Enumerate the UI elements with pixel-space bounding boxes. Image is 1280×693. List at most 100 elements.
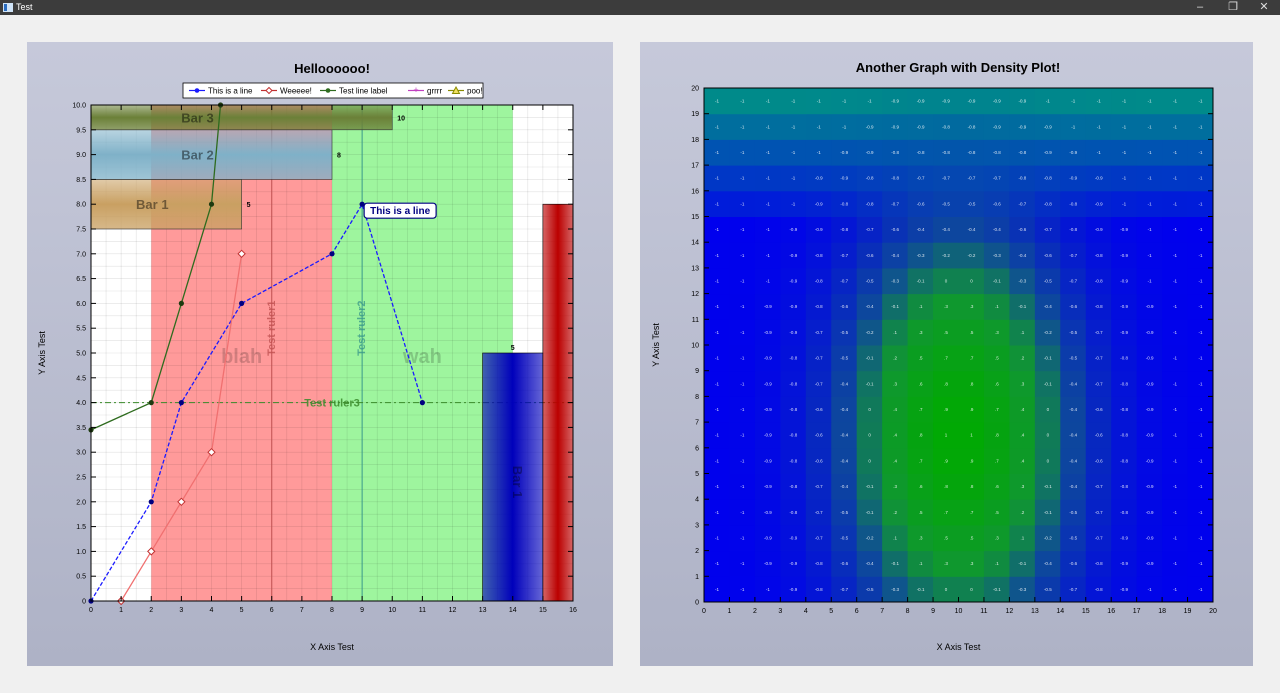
heatmap-cell: [882, 447, 909, 474]
heatmap-cell: [907, 165, 934, 192]
heatmap-cell: [958, 319, 985, 346]
heatmap-cell-value: -0.9: [1044, 150, 1052, 155]
heatmap-cell: [882, 139, 909, 166]
heatmap-cell-value: .9: [944, 407, 948, 412]
heatmap-cell: [704, 499, 730, 526]
heatmap-cell-value: -0.5: [942, 201, 950, 206]
heatmap-cell-value: .1: [1020, 330, 1024, 335]
heatmap-cell-value: -1: [1173, 124, 1177, 129]
heatmap-cell-value: -1: [1173, 458, 1177, 463]
y-tick-label: 6: [695, 445, 699, 452]
heatmap-cell: [856, 267, 883, 295]
heatmap-cell-value: -0.8: [789, 407, 797, 412]
heatmap-cell: [729, 370, 756, 397]
y-tick-label: 10.0: [72, 103, 86, 110]
heatmap-cell-value: -1: [1148, 587, 1152, 592]
horizontal-bar-value: 8: [337, 153, 341, 160]
heatmap-cell-value: 0: [868, 433, 871, 438]
heatmap-cell: [704, 473, 730, 500]
heatmap-cell-value: -0.9: [1120, 227, 1128, 232]
minimize-button[interactable]: –: [1196, 1, 1204, 13]
heatmap-cell-value: -1: [715, 201, 719, 206]
heatmap-cell-value: -1: [1173, 484, 1177, 489]
heatmap-cell: [704, 345, 730, 372]
heatmap-cell: [780, 499, 807, 526]
heatmap-cell: [1060, 447, 1087, 474]
heatmap-cell: [933, 242, 959, 269]
heatmap-cell: [704, 319, 730, 346]
y-tick-label: 18: [691, 137, 699, 144]
heatmap-cell: [704, 216, 730, 243]
heatmap-cell: [780, 319, 807, 346]
heatmap-cell: [780, 473, 807, 500]
x-tick-label: 4: [210, 607, 214, 614]
maximize-button[interactable]: ❐: [1228, 1, 1238, 13]
heatmap-cell: [907, 113, 934, 140]
heatmap-cell: [1136, 396, 1163, 423]
heatmap-cell-value: -0.9: [764, 561, 772, 566]
heatmap-cell: [856, 139, 883, 166]
x-tick-label: 10: [955, 608, 963, 615]
heatmap-cell: [958, 473, 985, 500]
heatmap-cell: [1060, 422, 1087, 449]
heatmap-cell-value: -1: [1199, 227, 1203, 232]
heatmap-cell-value: -0.9: [1146, 381, 1154, 386]
heatmap-cell: [983, 139, 1010, 166]
region-label: blah: [221, 346, 262, 368]
heatmap-cell-value: .2: [893, 510, 897, 515]
heatmap-cell-value: -1: [791, 150, 795, 155]
y-tick-label: 1.5: [76, 524, 86, 531]
heatmap-cell: [1187, 396, 1213, 423]
heatmap-cell: [933, 499, 959, 526]
heatmap-cell: [1060, 499, 1087, 526]
line-chart[interactable]: Helloooooo! blah wah Test ruler1 Test ruler2…: [27, 42, 613, 666]
chart-title: Helloooooo!: [294, 61, 370, 76]
legend-label: Test line label: [339, 87, 388, 96]
y-tick-label: 8: [695, 394, 699, 401]
heatmap-cell-value: -0.5: [1044, 279, 1052, 284]
heatmap-cell: [831, 447, 858, 474]
heatmap-cell-value: -1: [1097, 124, 1101, 129]
heatmap-cell: [1034, 113, 1061, 140]
heatmap-cell: [983, 550, 1010, 577]
heatmap-cell-value: -1: [740, 279, 744, 284]
heatmap-cell-value: -0.9: [917, 124, 925, 129]
heatmap-cell-value: -0.9: [1146, 458, 1154, 463]
density-chart[interactable]: Another Graph with Density Plot! -1 -1 -1 -0…: [640, 42, 1253, 666]
heatmap-cell-value: -0.4: [1018, 253, 1026, 258]
heatmap-cell: [1162, 499, 1189, 526]
heatmap-cell-value: .7: [995, 458, 999, 463]
heatmap-cell: [1009, 242, 1036, 269]
heatmap-cell-value: -0.8: [891, 150, 899, 155]
heatmap-cell: [958, 576, 985, 602]
heatmap-cell: [933, 267, 959, 295]
heatmap-cell: [1136, 370, 1163, 397]
heatmap-cell: [1162, 165, 1189, 192]
x-tick-label: 12: [449, 607, 457, 614]
heatmap-cell-value: -0.3: [891, 587, 899, 592]
heatmap-cell-value: -0.9: [1095, 176, 1103, 181]
heatmap-cell: [805, 242, 832, 269]
heatmap-cell-value: -1: [715, 433, 719, 438]
heatmap-cell: [1085, 499, 1112, 526]
heatmap-cell-value: -1: [766, 99, 770, 104]
heatmap-cell: [729, 113, 756, 140]
close-button[interactable]: ✕: [1259, 1, 1269, 13]
heatmap-cell-value: -0.5: [866, 587, 874, 592]
heatmap-cell: [1111, 447, 1138, 474]
heatmap-cell-value: -0.8: [1095, 561, 1103, 566]
heatmap-cell: [1034, 447, 1061, 474]
heatmap-cell: [704, 242, 730, 269]
heatmap-cell: [1085, 524, 1112, 552]
heatmap-cell-value: -0.9: [789, 536, 797, 541]
heatmap-cell: [1111, 293, 1138, 320]
heatmap-cell-value: -1: [1199, 124, 1203, 129]
heatmap-cell-value: -0.4: [1069, 407, 1077, 412]
heatmap-cell: [1187, 293, 1213, 320]
heatmap-cell: [933, 293, 959, 320]
heatmap-cell: [754, 165, 781, 192]
heatmap-cell-value: .9: [970, 407, 974, 412]
heatmap-cell: [1085, 190, 1112, 217]
heatmap-cell-value: 0: [970, 587, 973, 592]
heatmap-cell: [780, 550, 807, 577]
